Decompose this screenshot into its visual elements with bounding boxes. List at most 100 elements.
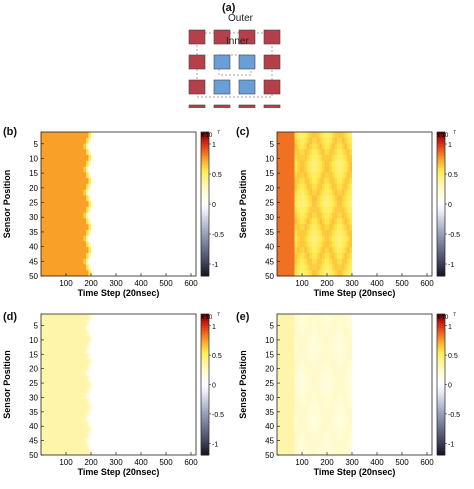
heatmap-cell [136,381,139,388]
heatmap-cell [156,359,159,366]
heatmap-cell [327,241,330,248]
heatmap-cell [66,143,69,150]
heatmap-cell [354,247,358,254]
heatmap-cell [364,218,368,225]
heatmap-cell [86,258,89,265]
heatmap-cell [151,201,154,208]
heatmap-cell [372,241,375,248]
heatmap-cell [339,270,343,277]
heatmap-cell [178,353,182,360]
heatmap-cell [73,449,77,456]
heatmap-cell [53,359,57,366]
heatmap-cell [78,398,82,405]
heatmap-cell [103,387,107,394]
heatmap-cell [289,270,293,277]
heatmap-cell [181,347,184,354]
heatmap-cell [384,172,388,179]
heatmap-cell [48,398,52,405]
colorbar-segment [201,450,209,454]
heatmap-cell [121,189,124,196]
heatmap-cell [88,247,92,254]
heatmap-cell [86,404,89,411]
heatmap-cell [101,212,104,219]
heatmap-cell [53,235,57,242]
heatmap-cell [327,183,330,190]
heatmap-cell [277,172,280,179]
heatmap-cell [83,449,87,456]
heatmap-cell [186,409,189,416]
heatmap-cell [151,342,154,349]
heatmap-cell [141,438,144,445]
heatmap-cell [76,212,79,219]
heatmap-cell [352,160,355,167]
heatmap-cell [143,359,147,366]
heatmap-cell [131,252,134,260]
heatmap-cell [344,137,348,144]
heatmap-cell [337,143,340,150]
heatmap-cell [324,218,328,225]
heatmap-cell [163,241,167,248]
heatmap-cell [379,218,383,225]
heatmap-cell [56,398,59,405]
heatmap-cell [188,229,192,237]
heatmap-cell [419,264,423,271]
heatmap-cell [113,409,117,416]
heatmap-cell [384,137,388,144]
heatmap-cell [91,443,94,450]
heatmap-cell [143,387,147,394]
heatmap-cell [183,258,187,265]
heatmap-cell [181,155,184,162]
heatmap-cell [73,314,77,321]
heatmap-cell [344,224,348,231]
heatmap-cell [324,160,328,167]
heatmap-cell [357,166,360,173]
heatmap-cell [409,258,413,265]
heatmap-cell [101,314,104,321]
heatmap-cell [91,325,94,332]
heatmap-cell [163,404,167,411]
heatmap-cell [86,387,89,394]
heatmap-cell [389,235,393,242]
heatmap-cell [106,421,109,428]
heatmap-cell [399,201,403,208]
heatmap-cell [344,206,348,214]
heatmap-cell [88,398,92,405]
heatmap-cell [337,195,340,202]
heatmap-cell [176,183,179,190]
heatmap-cell [304,264,308,271]
heatmap-cell [61,229,64,237]
heatmap-cell [58,155,62,162]
heatmap-cell [186,398,189,405]
heatmap-cell [389,252,393,260]
heatmap-cell [46,252,49,260]
heatmap-cell [41,314,44,321]
heatmap-cell [319,258,323,265]
colorbar-segment [201,172,209,176]
heatmap-cell [128,218,132,225]
heatmap-cell [414,155,418,162]
heatmap-cell [121,160,124,167]
colorbar-segment [201,211,209,215]
heatmap-cell [71,347,74,354]
heatmap-cell [307,247,310,254]
heatmap-cell [51,218,54,225]
heatmap-cell [146,132,149,139]
heatmap-cell [334,258,338,265]
heatmap-cell [171,421,174,428]
heatmap-cell [417,212,420,219]
heatmap-cell [186,314,189,321]
colorbar-segment [437,225,445,229]
heatmap-cell [166,342,169,349]
heatmap-cell [98,415,102,422]
heatmap-cell [327,137,330,144]
heatmap-cell [394,132,398,139]
heatmap-cell [73,347,77,354]
y-tick-label: 25 [29,199,38,208]
heatmap-cell [191,195,194,202]
heatmap-cell [173,264,177,271]
heatmap-cell [181,330,184,337]
heatmap-cell [101,347,104,354]
heatmap-cell [387,143,390,150]
heatmap-cell [61,172,64,179]
heatmap-cell [394,160,398,167]
